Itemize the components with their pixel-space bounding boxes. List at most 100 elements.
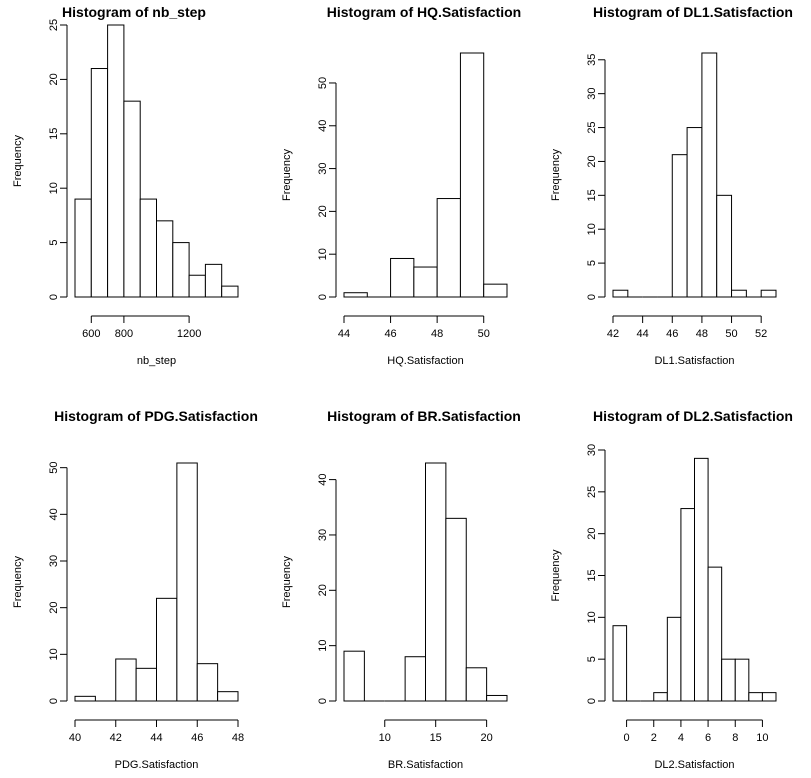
x-axis-label: BR.Satisfaction <box>388 759 463 771</box>
y-tick-label: 15 <box>586 569 598 581</box>
y-tick-label: 40 <box>48 508 60 520</box>
x-tick-label: 10 <box>756 732 768 744</box>
histogram-bar <box>445 517 467 702</box>
chart-title: Histogram of BR.Satisfaction <box>327 408 521 424</box>
y-axis-label: Frequency <box>12 556 24 608</box>
y-tick-label: 30 <box>317 162 329 174</box>
x-tick-label: 6 <box>705 732 711 744</box>
histogram-bar <box>107 24 125 298</box>
histogram-bar <box>612 289 629 298</box>
histogram-bar <box>721 658 736 702</box>
y-axis-label: Frequency <box>550 149 562 201</box>
y-tick-label: 50 <box>317 77 329 89</box>
x-tick-label: 48 <box>232 732 244 744</box>
histogram-bar <box>156 220 174 298</box>
histogram-bar <box>343 292 368 298</box>
x-tick-label: 600 <box>82 328 100 340</box>
y-tick-label: 0 <box>586 698 598 704</box>
x-tick-label: 48 <box>696 328 708 340</box>
x-tick-label: 44 <box>637 328 649 340</box>
y-tick-label: 20 <box>48 602 60 614</box>
y-axis-label: Frequency <box>281 556 293 608</box>
x-tick-label: 15 <box>430 732 442 744</box>
x-tick-label: 1200 <box>177 328 201 340</box>
y-tick-label: 20 <box>317 584 329 596</box>
histogram-bar <box>686 127 703 298</box>
histogram-bar <box>760 289 777 298</box>
histogram-bar <box>761 692 777 702</box>
y-tick-label: 40 <box>317 473 329 485</box>
x-axis-label: nb_step <box>137 355 176 367</box>
x-tick-label: 44 <box>338 328 350 340</box>
histogram-bar <box>680 508 696 702</box>
y-axis-label: Frequency <box>12 135 24 187</box>
x-axis-label: DL1.Satisfaction <box>654 355 734 367</box>
y-tick-label: 25 <box>586 121 598 133</box>
histogram-bar <box>390 257 415 298</box>
histogram-bar <box>666 616 682 702</box>
histogram-bar <box>716 194 733 298</box>
y-tick-label: 0 <box>48 294 60 300</box>
x-tick-label: 40 <box>69 732 81 744</box>
y-axis-label: Frequency <box>281 149 293 201</box>
x-tick-label: 50 <box>725 328 737 340</box>
histogram-bar <box>459 52 485 298</box>
x-tick-label: 46 <box>384 328 396 340</box>
x-tick-label: 50 <box>478 328 490 340</box>
y-tick-label: 15 <box>586 189 598 201</box>
x-tick-label: 10 <box>379 732 391 744</box>
y-tick-label: 5 <box>48 240 60 246</box>
histogram-bar <box>74 695 96 702</box>
histogram-bar <box>436 198 461 298</box>
histogram-bar <box>343 650 365 702</box>
y-tick-label: 25 <box>586 486 598 498</box>
x-tick-label: 46 <box>666 328 678 340</box>
histogram-bar <box>612 625 628 702</box>
histogram-bar <box>486 694 508 702</box>
y-axis-label: Frequency <box>550 549 562 601</box>
y-tick-label: 10 <box>586 611 598 623</box>
histogram-bar <box>156 597 178 702</box>
histogram-bar <box>196 663 219 702</box>
x-tick-label: 46 <box>191 732 203 744</box>
histogram-bar <box>204 263 223 298</box>
histogram-panel-6: Histogram of DL2.Satisfaction 0 2 4 6 8 10 DL2.… <box>550 408 793 771</box>
histogram-bar <box>748 692 763 702</box>
y-tick-label: 30 <box>317 529 329 541</box>
histogram-bar <box>188 274 206 298</box>
histogram-bar <box>734 658 750 702</box>
histogram-bar <box>465 667 488 702</box>
y-tick-label: 30 <box>48 555 60 567</box>
chart-title: Histogram of PDG.Satisfaction <box>54 408 258 424</box>
y-tick-label: 30 <box>586 444 598 456</box>
histogram-bar <box>653 692 668 702</box>
y-tick-label: 0 <box>317 698 329 704</box>
x-tick-label: 8 <box>732 732 738 744</box>
histogram-bar <box>176 462 198 702</box>
x-axis-label: HQ.Satisfaction <box>387 355 463 367</box>
y-tick-label: 10 <box>317 640 329 652</box>
y-tick-label: 5 <box>586 260 598 266</box>
histogram-bar <box>139 198 157 298</box>
histogram-bar <box>172 242 190 298</box>
histogram-bar <box>135 667 157 702</box>
y-tick-label: 0 <box>586 294 598 300</box>
histogram-bar <box>404 656 426 702</box>
x-tick-label: 42 <box>110 732 122 744</box>
histogram-bar <box>707 566 723 702</box>
y-tick-label: 20 <box>586 155 598 167</box>
histogram-bar <box>123 100 141 298</box>
histogram-panel-4: Histogram of PDG.Satisfaction 40 42 44 46 48 P… <box>12 408 258 771</box>
y-tick-label: 10 <box>317 248 329 260</box>
y-tick-label: 10 <box>48 648 60 660</box>
x-axis-label: DL2.Satisfaction <box>654 759 734 771</box>
y-tick-label: 25 <box>48 19 60 31</box>
y-tick-label: 40 <box>317 120 329 132</box>
histogram-bar <box>221 285 239 298</box>
histogram-bar <box>425 462 447 702</box>
y-tick-label: 35 <box>586 54 598 66</box>
y-tick-label: 0 <box>48 698 60 704</box>
y-tick-label: 10 <box>48 182 60 194</box>
y-tick-label: 20 <box>317 205 329 217</box>
